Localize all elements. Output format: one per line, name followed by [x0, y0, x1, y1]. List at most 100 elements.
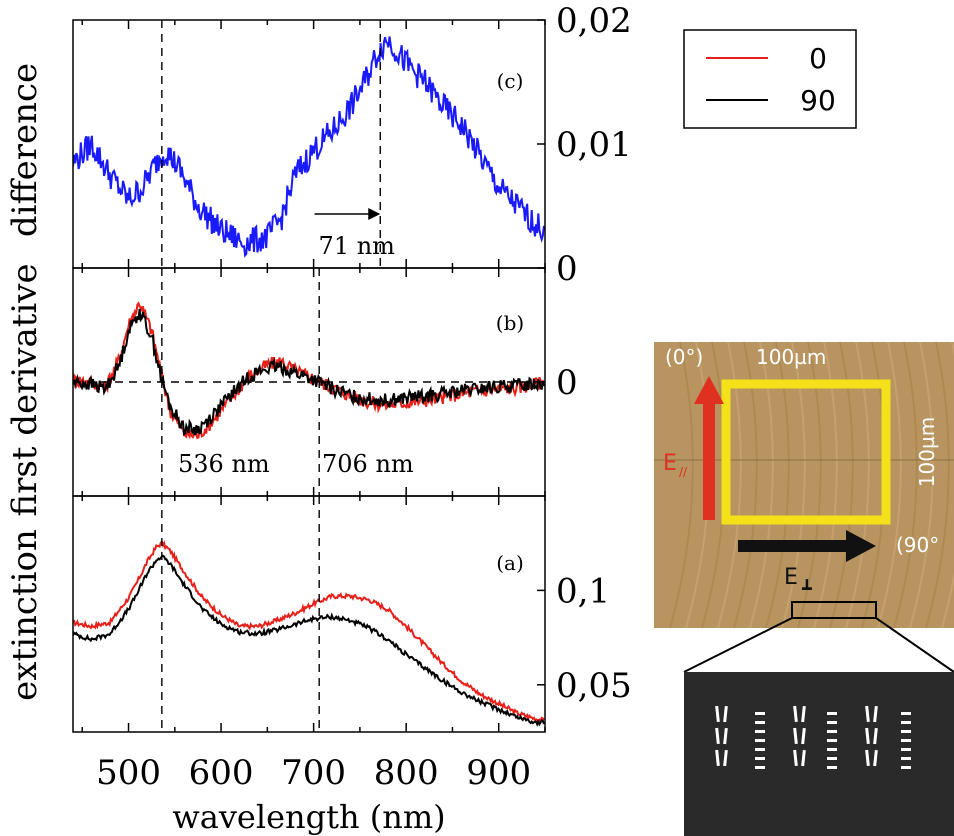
panel-a-label: (a): [496, 551, 524, 575]
arrow-71nm-head-icon: [368, 208, 381, 220]
sem-dot: [901, 757, 911, 760]
photo-ring: [797, 341, 822, 629]
panel-a-frame: [72, 495, 546, 733]
panel-a-series: [73, 539, 545, 727]
yellow-region-frame: [721, 379, 891, 525]
sem-dot: [827, 748, 837, 751]
series-line-a-0: [73, 539, 545, 724]
photo-ring: [893, 341, 918, 629]
sem-bar: [873, 749, 878, 767]
sem-dot: [827, 712, 837, 715]
legend: 0 90: [683, 29, 857, 129]
legend-label-0: 0: [809, 42, 827, 75]
sem-dot: [755, 757, 765, 760]
angle-90-label: (90°: [896, 533, 939, 557]
sem-bar: [865, 727, 870, 745]
sem-bar: [873, 705, 878, 723]
xtick-label-600: 600: [189, 753, 254, 793]
sem-dot: [755, 766, 765, 769]
sem-dot: [901, 721, 911, 724]
sem-dot: [755, 730, 765, 733]
size-top-label: 100µm: [756, 345, 826, 369]
photo-ring: [877, 341, 902, 629]
sem-dot: [901, 730, 911, 733]
sem-bar: [801, 727, 806, 745]
sem-bar: [865, 749, 870, 767]
series-line-b-0: [73, 301, 545, 440]
photo-ring: [669, 341, 694, 629]
photo-ring: [781, 341, 806, 629]
sem-bar: [715, 749, 720, 767]
ylabel-extinction: extinction: [5, 529, 45, 701]
sem-bar: [723, 749, 728, 767]
sem-bar: [801, 705, 806, 723]
photo-ring: [813, 341, 838, 629]
e-perp-sub: ┻: [801, 579, 812, 598]
sem-background: [684, 672, 954, 836]
ytick-label-c-1: 0,01: [556, 125, 632, 165]
legend-box: [683, 29, 857, 129]
zoom-line-left: [683, 617, 793, 673]
series-line-c-0: [73, 36, 545, 258]
series-line-a-1: [73, 554, 545, 727]
e-parallel-label: E: [663, 451, 677, 476]
ytick-label-b-0: 0: [556, 363, 578, 403]
photo-ring: [925, 341, 950, 629]
xtick-label-500: 500: [96, 753, 161, 793]
series-line-b-1: [73, 308, 545, 436]
sem-bar: [801, 749, 806, 767]
sem-dot: [901, 748, 911, 751]
panel-b-series: [73, 301, 545, 440]
ylabel-first-derivative: first derivative: [5, 263, 45, 516]
annotation-536nm: 536 nm: [178, 450, 270, 478]
e-parallel-sub: //: [679, 465, 688, 479]
dark-arrow-head-icon: [846, 530, 876, 562]
size-side-label: 100µm: [915, 417, 939, 487]
sem-bar: [793, 727, 798, 745]
xtick-label-700: 700: [281, 753, 346, 793]
ytick-label-a-0: 0,1: [556, 571, 610, 611]
sem-dot: [901, 712, 911, 715]
sem-pattern: [715, 705, 911, 769]
ytick-label-c-0: 0,02: [556, 1, 632, 41]
sem-dot: [827, 739, 837, 742]
axis-ticks: 0,1 0,05 0 0,02 0,01 0 500 600 700 800 900: [81, 1, 632, 793]
photo-ring: [717, 341, 742, 629]
panel-c: (c): [72, 19, 546, 269]
sem-dot: [901, 766, 911, 769]
sem-bar: [793, 749, 798, 767]
sem-dot: [827, 766, 837, 769]
sem-dot: [827, 730, 837, 733]
sem-dot: [901, 739, 911, 742]
ytick-label-a-1: 0,05: [556, 666, 632, 706]
panel-c-label: (c): [497, 69, 524, 93]
legend-label-90: 90: [800, 84, 836, 117]
sem-bar: [793, 705, 798, 723]
sem-bar: [865, 705, 870, 723]
photo-ring: [941, 341, 954, 629]
zoom-line-right: [875, 617, 954, 673]
panel-b-label: (b): [496, 311, 524, 335]
photo-ring: [749, 341, 774, 629]
sem-dot: [755, 739, 765, 742]
sem-dot: [755, 712, 765, 715]
xtick-label-900: 900: [466, 753, 531, 793]
sem-dot: [755, 748, 765, 751]
ytick-label-c-2: 0: [556, 249, 578, 289]
photo-ring: [909, 341, 934, 629]
sem-bar: [715, 705, 720, 723]
xtick-label-800: 800: [374, 753, 439, 793]
inset-photo: (0°) 100µm 100µm E // (90° E ┻: [654, 341, 954, 629]
zoom-source-box: [791, 601, 877, 619]
panel-c-series: [73, 36, 545, 258]
sem-bar: [723, 705, 728, 723]
xlabel: wavelength (nm): [172, 798, 445, 836]
photo-ring: [733, 341, 758, 629]
overlays: 71 nm: [73, 20, 545, 732]
e-perp-label: E: [784, 565, 798, 590]
angle-0-label: (0°): [665, 345, 703, 369]
sem-bar: [723, 727, 728, 745]
red-arrow-head-icon: [694, 376, 724, 404]
photo-ring: [765, 341, 790, 629]
